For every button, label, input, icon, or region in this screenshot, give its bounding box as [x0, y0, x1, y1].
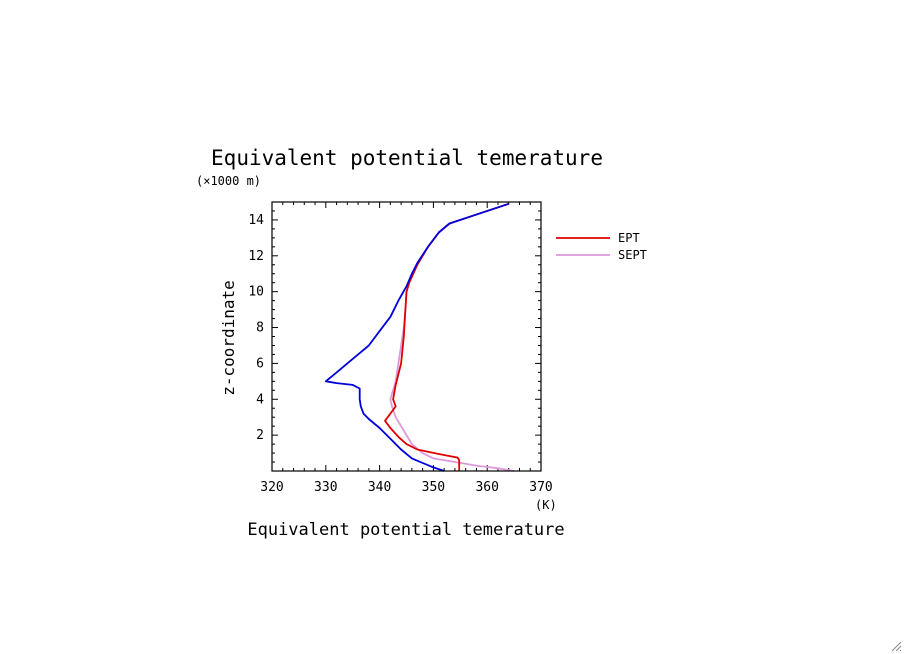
x-tick-label: 340: [368, 480, 391, 495]
y-tick-label: 2: [256, 428, 264, 443]
x-axis-unit: (K): [535, 498, 557, 512]
y-tick-label: 14: [248, 213, 264, 228]
legend: EPT SEPT: [556, 231, 647, 262]
legend-label-ept: EPT: [618, 231, 640, 245]
x-tick-label: 360: [475, 480, 498, 495]
legend-label-sept: SEPT: [618, 248, 647, 262]
x-tick-label: 370: [529, 480, 552, 495]
resize-grip-icon[interactable]: [890, 640, 902, 652]
x-tick-label: 350: [422, 480, 445, 495]
y-tick-label: 12: [248, 249, 264, 264]
plot-frame: [271, 201, 542, 472]
y-tick-label: 10: [248, 285, 264, 300]
series-line-unnamed: [324, 202, 509, 472]
x-tick-label: 330: [314, 480, 337, 495]
y-axis-unit: (×1000 m): [196, 174, 261, 188]
x-tick-label: 320: [260, 480, 283, 495]
y-tick-label: 8: [256, 321, 264, 336]
y-axis-label: z-coordinate: [219, 280, 238, 396]
x-axis-label: Equivalent potential temerature: [247, 520, 564, 540]
y-tick-label: 6: [256, 356, 264, 371]
series-line-sept: [389, 202, 515, 472]
series-lines: [324, 202, 515, 472]
y-tick-label: 4: [256, 392, 264, 407]
chart-title: Equivalent potential temerature: [211, 146, 603, 170]
